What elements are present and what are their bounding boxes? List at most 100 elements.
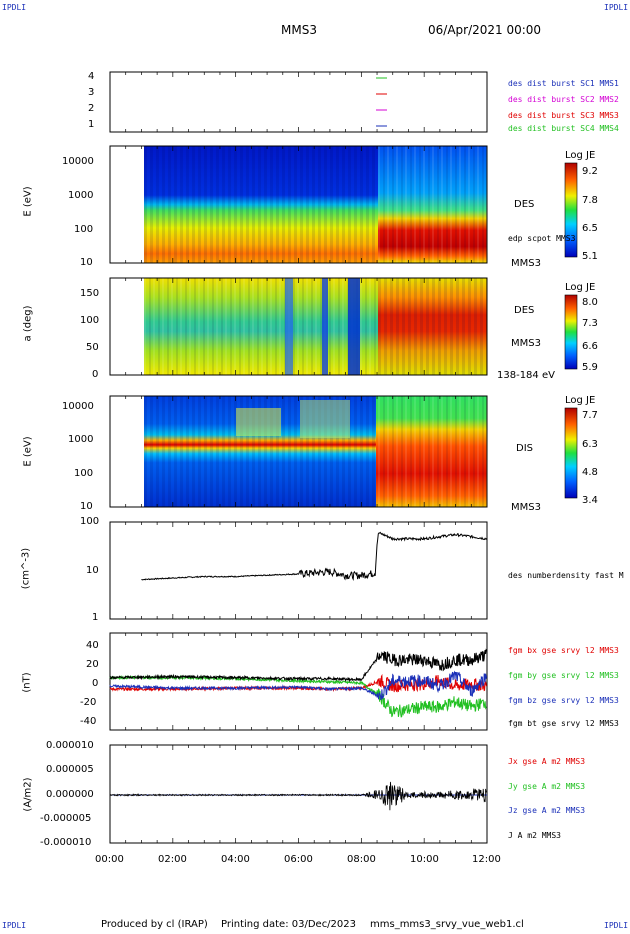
- colorbar-des-energy: [564, 162, 578, 258]
- p4-cb-tick-2: 6.3: [582, 439, 598, 450]
- p4-ytick-100: 100: [74, 468, 94, 479]
- panel-magnetic-field: [109, 632, 488, 731]
- xtick-1000: 10:00: [410, 854, 439, 865]
- p3-cb-tick-max: 8.0: [582, 297, 598, 308]
- p7-ytick-1: 0.000005: [46, 764, 94, 775]
- xtick-0200: 02:00: [158, 854, 187, 865]
- panel-dis-energy-spectrogram: [109, 395, 488, 508]
- p5-ylabel: (cm^-3): [20, 547, 32, 590]
- p5-ytick-10: 10: [86, 565, 99, 576]
- p3-instrument-label: DES: [514, 305, 535, 316]
- p3-energy-range-label: 138-184 eV: [497, 370, 555, 381]
- p7-ytick-0: 0.000010: [46, 740, 94, 751]
- footer-produced-by: Produced by cl (IRAP): [101, 919, 208, 930]
- corner-label-top-left: IPDLI: [2, 3, 27, 12]
- p4-ytick-1000: 1000: [68, 434, 94, 445]
- p3-cb-tick-min: 5.9: [582, 362, 598, 373]
- p2-ylabel: E (eV): [22, 186, 34, 217]
- p7-ytick-4: -0.000010: [40, 837, 92, 848]
- legend-jy: Jy gse A m2 MMS3: [508, 782, 586, 791]
- p4-spacecraft-label: MMS3: [511, 502, 541, 513]
- p1-ytick-4: 4: [88, 71, 95, 82]
- legend-jz: Jz gse A m2 MMS3: [508, 806, 586, 815]
- p3-ytick-100: 100: [80, 315, 100, 326]
- p6-ytick-0: 0: [92, 678, 99, 689]
- xtick-0000: 00:00: [95, 854, 124, 865]
- p7-ylabel: (A/m2): [22, 777, 34, 812]
- legend-bx: fgm bx gse srvy l2 MMS3: [508, 646, 619, 655]
- panel-current-density: [109, 744, 488, 844]
- p3-colorbar-title: Log JE: [565, 282, 596, 293]
- p2-ytick-1000: 1000: [68, 190, 94, 201]
- p3-cb-tick-3: 6.6: [582, 341, 598, 352]
- current-j-series-line: [109, 781, 487, 811]
- p3-ytick-50: 50: [86, 342, 99, 353]
- p3-ytick-0: 0: [92, 369, 99, 380]
- p2-spacecraft-label: MMS3: [511, 258, 541, 269]
- xtick-0600: 06:00: [284, 854, 313, 865]
- p3-ytick-150: 150: [80, 288, 100, 299]
- legend-burst-mms2: des dist burst SC2 MMS2: [508, 95, 619, 104]
- footer-printing-date: Printing date: 03/Dec/2023: [221, 919, 357, 930]
- p2-scpot-label: edp scpot MMS3: [508, 234, 576, 243]
- p4-colorbar-title: Log JE: [565, 395, 596, 406]
- p2-ytick-10: 10: [80, 257, 93, 268]
- p2-cb-tick-max: 9.2: [582, 166, 598, 177]
- p4-ytick-10000: 10000: [62, 401, 94, 412]
- xtick-1200: 12:00: [472, 854, 501, 865]
- p6-ytick-40: 40: [86, 640, 99, 651]
- p3-cb-tick-2: 7.3: [582, 318, 598, 329]
- p1-ytick-3: 3: [88, 87, 95, 98]
- p7-ytick-2: 0.000000: [46, 789, 94, 800]
- legend-by: fgm by gse srvy l2 MMS3: [508, 671, 619, 680]
- p4-ylabel: E (eV): [22, 436, 34, 467]
- p4-cb-tick-3: 4.8: [582, 467, 598, 478]
- p2-cb-tick-3: 6.5: [582, 223, 598, 234]
- panel-burst-availability: [109, 71, 488, 133]
- p1-ytick-2: 2: [88, 103, 95, 114]
- legend-jx: Jx gse A m2 MMS3: [508, 757, 586, 766]
- p5-ytick-1: 1: [92, 612, 99, 623]
- p4-cb-tick-max: 7.7: [582, 410, 598, 421]
- p6-ytick-neg20: -20: [80, 697, 97, 708]
- legend-burst-mms1: des dist burst SC1 MMS1: [508, 79, 619, 88]
- corner-label-bottom-right: IPDLI: [604, 921, 629, 930]
- footer-filename: mms_mms3_srvy_vue_web1.cl: [370, 919, 524, 930]
- legend-j: J A m2 MMS3: [508, 831, 561, 840]
- p1-ytick-1: 1: [88, 119, 95, 130]
- date-title: 06/Apr/2021 00:00: [428, 23, 542, 37]
- p7-ytick-3: -0.000005: [40, 813, 92, 824]
- panel-des-energy-spectrogram: [109, 145, 488, 264]
- corner-label-top-right: IPDLI: [604, 3, 629, 12]
- legend-bz: fgm bz gse srvy l2 MMS3: [508, 696, 619, 705]
- p3-ylabel: a (deg): [22, 305, 34, 342]
- p2-colorbar-title: Log JE: [565, 150, 596, 161]
- density-series-line: [141, 531, 488, 581]
- xtick-0400: 04:00: [221, 854, 250, 865]
- p2-instrument-label: DES: [514, 199, 535, 210]
- bz-series-line: [109, 670, 487, 701]
- p5-ytick-100: 100: [80, 516, 100, 527]
- colorbar-des-pitch: [564, 294, 578, 370]
- p5-legend: des numberdensity fast M: [508, 571, 624, 580]
- legend-burst-mms3: des dist burst SC3 MMS3: [508, 111, 619, 120]
- p2-ytick-10000: 10000: [62, 156, 94, 167]
- panel-des-pitch-angle: [109, 277, 488, 376]
- p6-ylabel: (nT): [21, 672, 33, 693]
- p2-cb-tick-min: 5.1: [582, 251, 598, 262]
- p4-instrument-label: DIS: [516, 443, 533, 454]
- p2-cb-tick-2: 7.8: [582, 195, 598, 206]
- p4-ytick-10: 10: [80, 501, 93, 512]
- legend-burst-mms4: des dist burst SC4 MMS4: [508, 124, 619, 133]
- panel-number-density: [109, 521, 488, 620]
- p2-ytick-100: 100: [74, 224, 94, 235]
- p4-cb-tick-min: 3.4: [582, 495, 598, 506]
- bt-series-line: [109, 648, 487, 683]
- p6-ytick-20: 20: [86, 659, 99, 670]
- xtick-0800: 08:00: [347, 854, 376, 865]
- corner-label-bottom-left: IPDLI: [2, 921, 27, 930]
- p3-spacecraft-label: MMS3: [511, 338, 541, 349]
- colorbar-dis-energy: [564, 407, 578, 499]
- spacecraft-title: MMS3: [281, 23, 317, 37]
